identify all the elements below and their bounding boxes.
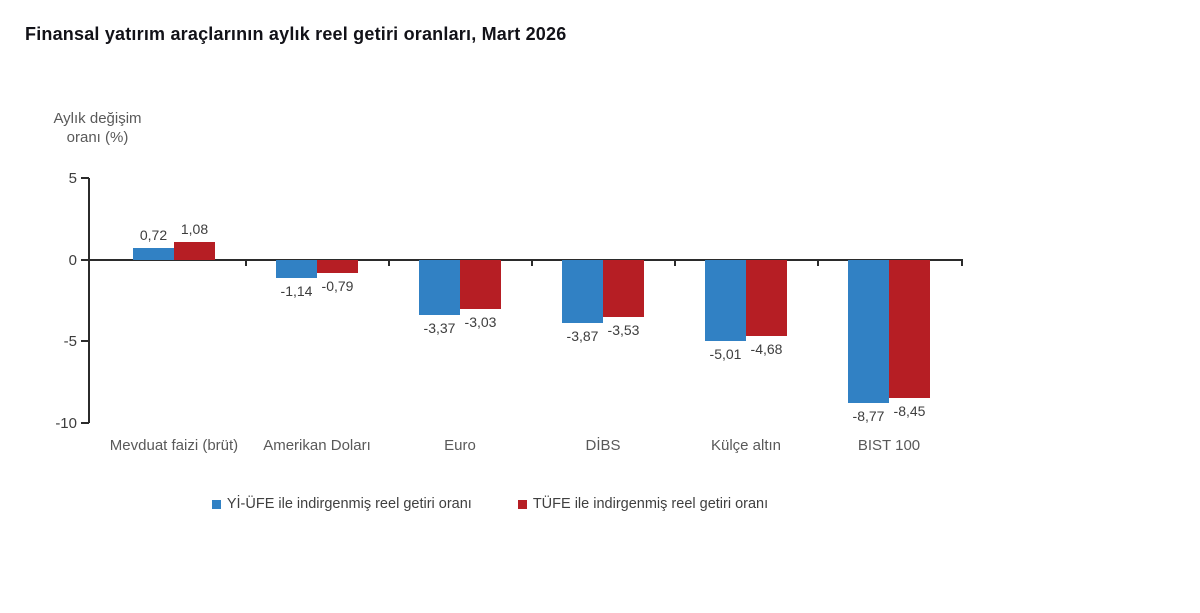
y-tick: [81, 258, 89, 261]
legend-item-tufe: TÜFE ile indirgenmiş reel getiri oranı: [517, 496, 769, 512]
bar-tufe-4: [746, 259, 787, 337]
y-axis-title: Aylık değişim oranı (%): [53, 110, 142, 146]
y-tick: [81, 177, 89, 179]
legend: Yİ-ÜFE ile indirgenmiş reel getiri oranı…: [0, 496, 980, 512]
bar-tufe-0: [174, 242, 215, 260]
legend-swatch-icon: [517, 499, 527, 509]
bar-tufe-1: [317, 259, 358, 273]
category-label: Külçe altın: [710, 437, 782, 454]
value-label: -3,53: [607, 322, 640, 339]
x-tick: [816, 259, 819, 266]
chart-title: Finansal yatırım araçlarının aylık reel …: [25, 24, 567, 44]
y-tick-label: -10: [55, 415, 77, 432]
value-label: -1,14: [280, 283, 313, 300]
value-label: -5,01: [709, 346, 742, 363]
value-label: 1,08: [180, 221, 209, 238]
value-label: -3,03: [464, 314, 497, 331]
x-tick: [387, 259, 390, 266]
legend-item-yiufe: Yİ-ÜFE ile indirgenmiş reel getiri oranı: [211, 496, 472, 512]
bar-tufe-3: [603, 259, 644, 318]
bar-tufe-5: [889, 259, 930, 398]
bar-yiufe-1: [276, 259, 317, 279]
legend-label: Yİ-ÜFE ile indirgenmiş reel getiri oranı: [226, 496, 472, 512]
y-tick-label: 0: [68, 251, 77, 269]
x-axis-line: [89, 258, 963, 261]
bar-yiufe-5: [848, 259, 889, 403]
y-tick-label: -5: [63, 333, 77, 351]
y-tick: [81, 340, 89, 343]
category-label: Euro: [444, 437, 476, 454]
value-label: -0,79: [321, 277, 354, 294]
category-label: BIST 100: [857, 437, 921, 454]
value-label: -4,68: [750, 341, 783, 358]
legend-label: TÜFE ile indirgenmiş reel getiri oranı: [532, 496, 769, 512]
value-label: -3,37: [423, 319, 456, 336]
bar-yiufe-3: [562, 259, 603, 323]
value-label: -8,77: [852, 407, 885, 424]
plot-area: 5 0 -5 -10 0,72 -1,14 -3,37 -3,87 -5,01 -8,77 1,08…: [55, 171, 963, 454]
legend-swatch-icon: [211, 499, 221, 509]
category-label: DİBS: [585, 437, 621, 454]
category-label: Amerikan Doları: [263, 437, 371, 454]
x-tick: [673, 259, 676, 266]
x-tick: [961, 259, 963, 266]
y-axis-line: [88, 178, 90, 423]
value-label: -8,45: [893, 402, 926, 419]
category-label: Mevduat faizi (brüt): [109, 437, 239, 454]
value-label: 0,72: [139, 226, 168, 243]
bar-yiufe-2: [419, 259, 460, 315]
bar-yiufe-4: [705, 259, 746, 342]
x-tick: [530, 259, 533, 266]
y-tick: [81, 422, 89, 424]
x-tick: [244, 259, 247, 266]
value-label: -3,87: [566, 327, 599, 344]
bar-yiufe-0: [133, 247, 174, 260]
y-tick-label: 5: [68, 170, 77, 187]
bar-tufe-2: [460, 259, 501, 310]
